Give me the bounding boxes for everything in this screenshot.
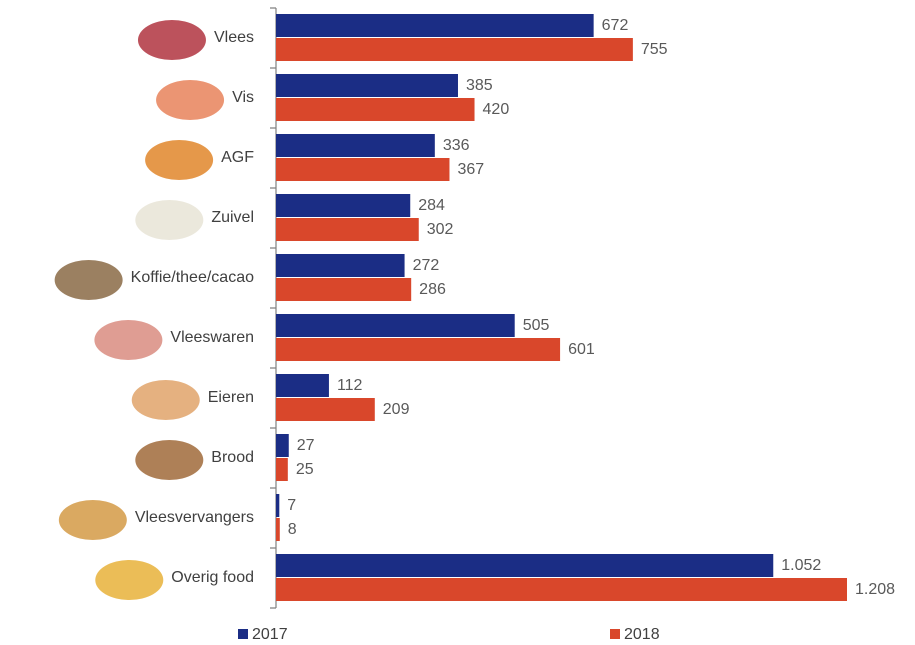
food-icon xyxy=(135,440,204,480)
data-label: 420 xyxy=(483,101,510,118)
bar xyxy=(276,254,405,277)
category-label: Brood xyxy=(211,449,254,466)
bar xyxy=(276,134,435,157)
bar xyxy=(276,494,280,517)
data-label: 672 xyxy=(602,17,629,34)
bar xyxy=(276,434,289,457)
data-label: 286 xyxy=(419,281,446,298)
bar xyxy=(276,398,375,421)
bar xyxy=(276,578,847,601)
food-icon xyxy=(95,560,164,600)
category-label: Vleesvervangers xyxy=(135,509,254,526)
bar xyxy=(276,278,412,301)
food-icon xyxy=(94,320,163,360)
bar xyxy=(276,74,458,97)
data-label: 302 xyxy=(427,221,454,238)
data-label: 601 xyxy=(568,341,595,358)
data-label: 112 xyxy=(337,377,363,394)
data-label: 1.052 xyxy=(781,557,821,574)
bar xyxy=(276,158,450,181)
bar xyxy=(276,554,774,577)
category-label: AGF xyxy=(221,149,254,166)
category-label: Vleeswaren xyxy=(170,329,254,346)
bar xyxy=(276,374,329,397)
bar xyxy=(276,218,419,241)
food-icon xyxy=(131,380,200,420)
food-icon xyxy=(135,200,204,240)
food-icon xyxy=(58,500,127,540)
data-label: 8 xyxy=(288,521,297,538)
data-label: 209 xyxy=(383,401,410,418)
data-label: 385 xyxy=(466,77,493,94)
bar xyxy=(276,518,280,541)
data-label: 755 xyxy=(641,41,668,58)
data-label: 27 xyxy=(297,437,315,454)
data-label: 25 xyxy=(296,461,314,478)
data-label: 367 xyxy=(457,161,484,178)
category-label: Zuivel xyxy=(211,209,254,226)
legend-label: 2017 xyxy=(252,626,288,643)
bar xyxy=(276,458,288,481)
category-axis xyxy=(270,7,277,609)
data-label: 336 xyxy=(443,137,470,154)
category-label: Vis xyxy=(232,89,254,106)
category-label: Koffie/thee/cacao xyxy=(131,269,254,286)
data-label: 272 xyxy=(413,257,440,274)
legend-swatch xyxy=(610,629,620,639)
legend-label: 2018 xyxy=(624,626,660,643)
category-label: Vlees xyxy=(214,29,254,46)
data-label: 505 xyxy=(523,317,550,334)
data-label: 1.208 xyxy=(855,581,895,598)
category-label: Overig food xyxy=(171,569,254,586)
bar xyxy=(276,194,411,217)
data-label: 7 xyxy=(287,497,296,514)
bar xyxy=(276,314,515,337)
bar xyxy=(276,98,475,121)
food-icon xyxy=(145,140,214,180)
bar xyxy=(276,338,561,361)
bar xyxy=(276,38,633,61)
category-label: Eieren xyxy=(208,389,254,406)
food-icon xyxy=(54,260,123,300)
food-icon xyxy=(156,80,225,120)
bar xyxy=(276,14,594,37)
food-icon xyxy=(137,20,206,60)
data-label: 284 xyxy=(418,197,445,214)
legend-swatch xyxy=(238,629,248,639)
